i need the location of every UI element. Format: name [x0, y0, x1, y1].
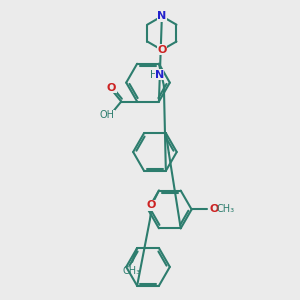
Text: H: H	[150, 70, 157, 80]
Text: O: O	[107, 82, 116, 93]
Text: CH₃: CH₃	[216, 204, 235, 214]
Text: N: N	[157, 11, 167, 21]
Text: O: O	[157, 45, 167, 55]
Text: N: N	[155, 70, 164, 80]
Text: CH₃: CH₃	[122, 266, 140, 276]
Text: O: O	[146, 200, 156, 210]
Text: O: O	[209, 204, 219, 214]
Text: OH: OH	[100, 110, 115, 120]
